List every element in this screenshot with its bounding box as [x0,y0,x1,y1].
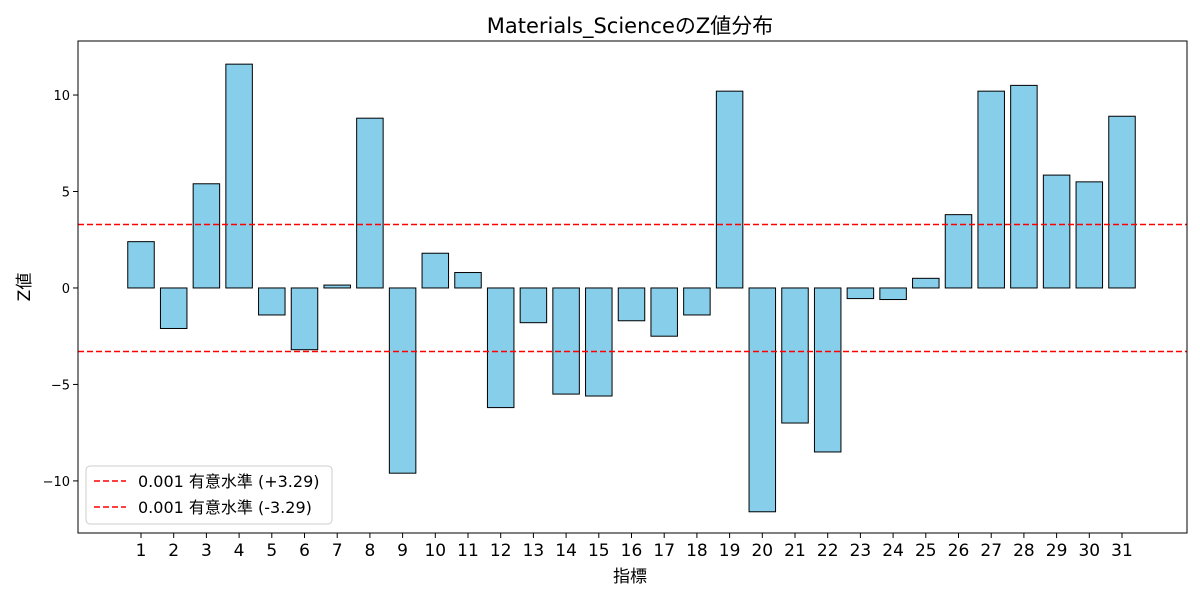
bar-22 [813,287,842,453]
x-tick-label-6: 6 [299,541,310,561]
y-tick-label-5: 5 [62,185,70,200]
x-tick-label-27: 27 [980,541,1002,561]
x-tick-label-21: 21 [784,541,806,561]
x-tick-label-1: 1 [136,541,147,561]
x-tick-label-7: 7 [332,541,343,561]
bar-1 [127,241,155,289]
bar-21 [781,287,809,424]
x-tick-label-25: 25 [915,541,937,561]
x-tick-label-30: 30 [1078,541,1100,561]
bar-14 [552,287,580,395]
y-tick-label--5: −5 [51,378,70,393]
bar-30 [1075,181,1104,289]
bar-25 [912,277,940,289]
legend-label-1: 0.001 有意水準 (+3.29) [138,472,320,491]
bar-5 [258,287,286,316]
bar-4 [225,63,253,289]
bar-8 [356,117,384,289]
bar-27 [977,90,1005,289]
x-tick-label-13: 13 [523,541,545,561]
legend: 0.001 有意水準 (+3.29) 0.001 有意水準 (-3.29) [85,465,333,525]
x-tick-label-16: 16 [621,541,643,561]
x-tick-label-28: 28 [1013,541,1035,561]
bar-24 [879,287,907,301]
bar-31 [1108,115,1136,289]
y-tick-label-0: 0 [62,282,70,297]
bar-23 [846,287,875,300]
x-axis-label: 指標 [613,567,647,587]
bar-2 [159,287,188,329]
x-tick-label-8: 8 [364,541,375,561]
plot-frame [77,40,1188,534]
y-axis-label: Z値 [15,273,35,302]
x-tick-label-15: 15 [588,541,610,561]
bar-10 [421,252,450,289]
bar-26 [944,214,973,289]
plot-area: 1 2 3 4 5 6 7 8 9 10 11 12 13 14 15 16 17 18 19 20 21 22 23 24 2… [43,40,1188,561]
bar-11 [454,272,482,289]
bar-3 [192,183,221,289]
legend-box [85,465,333,525]
bar-9 [388,287,417,474]
bar-28 [1010,84,1038,289]
x-tick-label-2: 2 [168,541,179,561]
x-tick-label-29: 29 [1046,541,1068,561]
bar-7 [323,284,351,289]
bar-19 [715,90,744,289]
bar-12 [486,287,515,409]
bar-29 [1042,174,1071,289]
bar-20 [748,287,777,513]
y-tick-label-10: 10 [53,89,70,104]
x-tick-label-20: 20 [751,541,773,561]
y-tick-label--10: −10 [43,475,70,490]
x-tick-label-3: 3 [201,541,212,561]
x-tick-label-5: 5 [266,541,277,561]
x-tick-label-22: 22 [817,541,839,561]
x-tick-label-19: 19 [719,541,741,561]
legend-label-2: 0.001 有意水準 (-3.29) [138,498,312,517]
x-tick-label-26: 26 [948,541,970,561]
bar-13 [519,287,548,324]
x-tick-label-14: 14 [555,541,577,561]
chart-title: Materials_ScienceのZ値分布 [487,14,774,39]
x-tick-label-18: 18 [686,541,708,561]
bar-17 [650,287,678,337]
x-tick-label-23: 23 [850,541,872,561]
bar-15 [585,287,613,397]
x-tick-label-17: 17 [653,541,675,561]
bar-18 [683,287,711,316]
x-tick-label-10: 10 [424,541,446,561]
x-tick-label-4: 4 [234,541,245,561]
x-tick-label-12: 12 [490,541,512,561]
bar-16 [617,287,646,322]
bar-6 [290,287,319,351]
x-tick-label-31: 31 [1111,541,1133,561]
x-tick-label-24: 24 [882,541,904,561]
x-tick-label-11: 11 [457,541,479,561]
x-tick-label-9: 9 [397,541,408,561]
